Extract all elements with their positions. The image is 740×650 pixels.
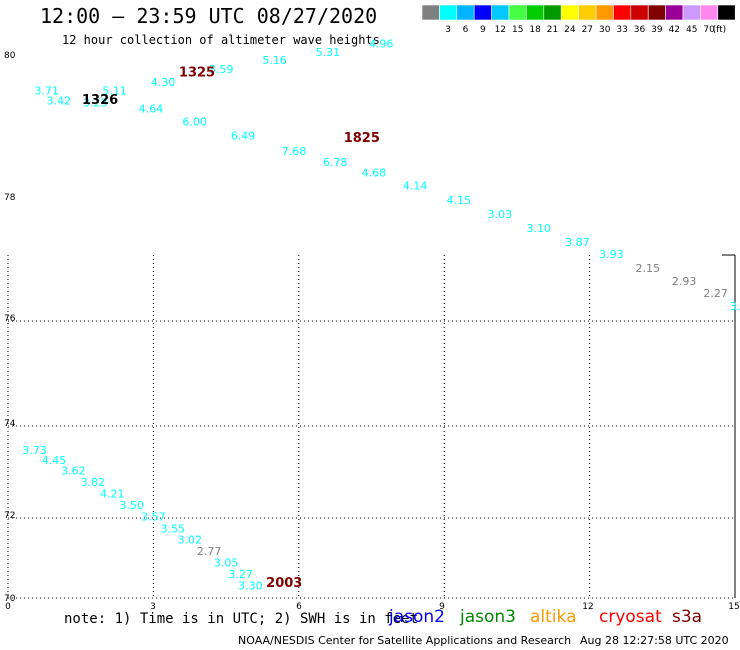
wave-height-value: 5.16 <box>262 54 287 67</box>
satellite-jason3-label: jason3 <box>460 607 516 627</box>
satellite-cryosat-label: cryosat <box>599 607 662 627</box>
pass-time-label: 1326 <box>82 93 118 108</box>
legend-bin-label: 3 <box>445 25 451 35</box>
wave-height-value: 4.45 <box>42 454 67 467</box>
wave-height-value: 3.71 <box>35 85 60 98</box>
pass-time-label: 1325 <box>179 66 215 81</box>
wave-height-value: 6.78 <box>323 156 348 169</box>
wave-height-value: 3.82 <box>81 476 106 489</box>
legend-bin-label: 27 <box>582 25 593 35</box>
wave-height-value: 3.42 <box>47 94 72 107</box>
wave-height-value: 4.68 <box>362 167 387 180</box>
wave-height-value: 3.27 <box>228 568 253 581</box>
wave-height-value: 3.55 <box>161 522 186 535</box>
y-tick-label: 74 <box>4 419 16 429</box>
y-tick-label: 76 <box>4 314 16 324</box>
wave-height-value: 5.31 <box>316 46 341 59</box>
wave-height-value: 4.14 <box>403 180 428 193</box>
x-tick-label: 6 <box>296 602 302 612</box>
credit-line: NOAA/NESDIS Center for Satellite Applica… <box>238 634 572 647</box>
satellite-s3a-label: s3a <box>672 607 703 627</box>
y-tick-label: 70 <box>4 594 16 604</box>
wave-height-value: 7.68 <box>282 145 307 158</box>
legend-bin-label: 70 <box>703 25 715 35</box>
legend-unit-label: (ft) <box>713 25 727 35</box>
legend-bin-label: 21 <box>547 25 558 35</box>
y-tick-label: 78 <box>4 193 16 203</box>
wave-height-value: 2.27 <box>703 287 728 300</box>
wave-height-value: 3.62 <box>61 465 86 478</box>
wave-height-color-legend: 3 6 9 12 15 18 21 24 27 30 33 36 39 42 45 70(ft) <box>421 4 736 35</box>
wave-height-value: 3.03 <box>488 208 513 221</box>
wave-height-value: 2.15 <box>636 262 661 275</box>
wave-height-value: 3.87 <box>565 236 590 249</box>
wave-height-value: 3.05 <box>214 557 239 570</box>
legend-bin-label: 6 <box>463 25 469 35</box>
x-tick-label: 3 <box>150 602 156 612</box>
pass-time-label: 2003 <box>266 576 302 591</box>
legend-bin-label: 18 <box>529 25 541 35</box>
wave-height-value: 4.21 <box>100 488 125 501</box>
x-tick-label: 15 <box>728 602 739 612</box>
legend-bin-label: 9 <box>480 25 486 35</box>
legend-bin-label: 15 <box>512 25 523 35</box>
wave-height-value: 2.77 <box>197 545 222 558</box>
wave-height-value: 6.49 <box>231 130 256 143</box>
satellite-altika-label: altika <box>530 607 577 627</box>
wave-height-value: 3. <box>730 300 740 313</box>
wave-height-value: 3.23 <box>83 97 108 110</box>
wave-height-value: 5.11 <box>102 85 127 98</box>
legend-bin-label: 24 <box>564 25 576 35</box>
units-note: note: 1) Time is in UTC; 2) SWH is in fe… <box>64 611 419 627</box>
wave-height-value: 4.15 <box>446 194 471 207</box>
wave-height-value: 6.00 <box>182 116 207 129</box>
y-tick-label: 80 <box>4 51 16 61</box>
x-tick-label: 0 <box>5 602 11 612</box>
legend-bin-label: 36 <box>634 25 646 35</box>
legend-bin-label: 42 <box>669 25 680 35</box>
legend-bin-label: 12 <box>495 25 506 35</box>
pass-time-label: 1825 <box>344 131 380 146</box>
legend-bin-label: 30 <box>599 25 611 35</box>
wave-height-value: 3.73 <box>22 444 47 457</box>
legend-bin-label: 45 <box>686 25 697 35</box>
legend-bin-label: 33 <box>616 25 627 35</box>
x-tick-label: 9 <box>439 602 445 612</box>
wave-height-value: 4.30 <box>151 76 176 89</box>
wave-height-value: 3.50 <box>119 499 144 512</box>
wave-height-value: 4.96 <box>369 37 394 50</box>
legend-bin-label: 39 <box>651 25 663 35</box>
y-tick-label: 72 <box>4 511 15 521</box>
generated-timestamp: Aug 28 12:27:58 UTC 2020 <box>580 634 729 647</box>
wave-height-value: 3.93 <box>599 248 624 261</box>
wave-height-value: 3.59 <box>209 63 234 76</box>
wave-height-value: 3.02 <box>178 534 203 547</box>
wave-height-value: 2.93 <box>672 275 697 288</box>
x-tick-label: 12 <box>582 602 593 612</box>
wave-height-value: 3.30 <box>238 579 263 592</box>
legend-swatch <box>717 4 736 21</box>
satellite-jason2-label: jason2 <box>389 607 445 627</box>
wave-height-value: 4.64 <box>139 103 164 116</box>
wave-height-value: 3.10 <box>526 222 551 235</box>
map-subtitle: 12 hour collection of altimeter wave hei… <box>62 33 380 47</box>
wave-height-value: 3.57 <box>141 510 166 523</box>
map-title: 12:00 – 23:59 UTC 08/27/2020 <box>40 4 378 28</box>
